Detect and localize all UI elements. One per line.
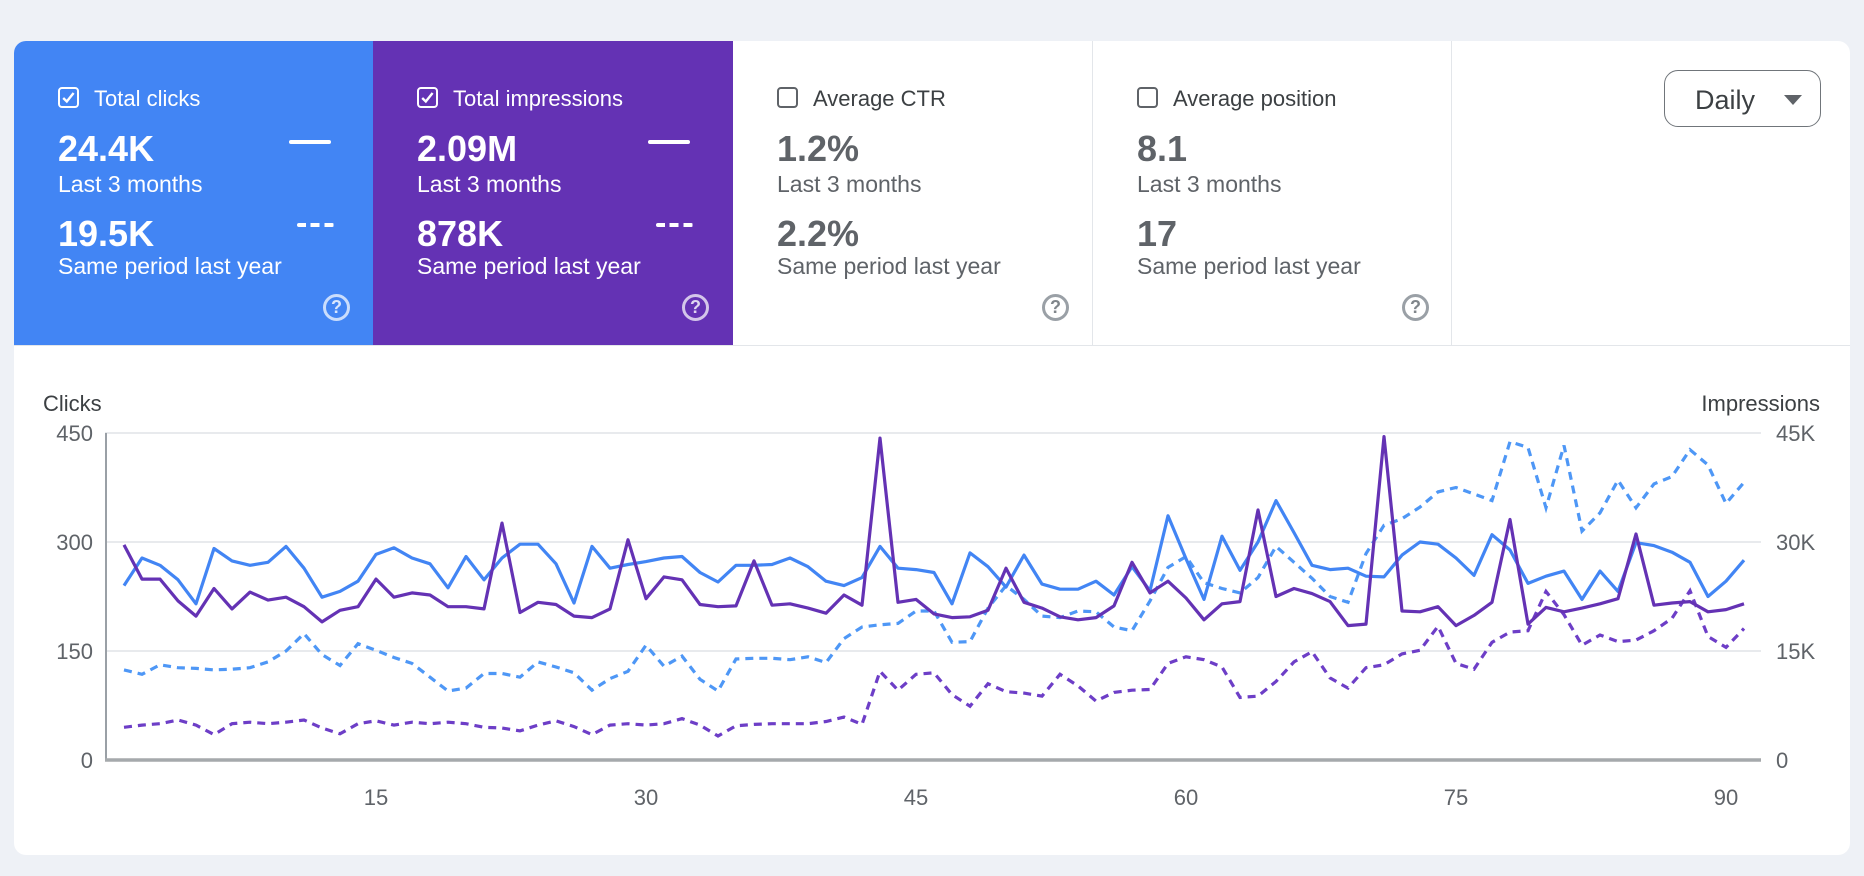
svg-text:150: 150 bbox=[56, 639, 93, 664]
svg-text:0: 0 bbox=[81, 748, 93, 773]
svg-text:15K: 15K bbox=[1776, 639, 1815, 664]
svg-text:45: 45 bbox=[904, 785, 928, 810]
svg-text:0: 0 bbox=[1776, 748, 1788, 773]
svg-text:45K: 45K bbox=[1776, 421, 1815, 446]
svg-text:450: 450 bbox=[56, 421, 93, 446]
svg-text:30: 30 bbox=[634, 785, 658, 810]
svg-text:15: 15 bbox=[364, 785, 388, 810]
svg-text:300: 300 bbox=[56, 530, 93, 555]
svg-text:75: 75 bbox=[1444, 785, 1468, 810]
svg-text:Clicks: Clicks bbox=[43, 391, 102, 416]
svg-text:90: 90 bbox=[1714, 785, 1738, 810]
svg-text:Impressions: Impressions bbox=[1701, 391, 1820, 416]
svg-text:30K: 30K bbox=[1776, 530, 1815, 555]
svg-text:60: 60 bbox=[1174, 785, 1198, 810]
